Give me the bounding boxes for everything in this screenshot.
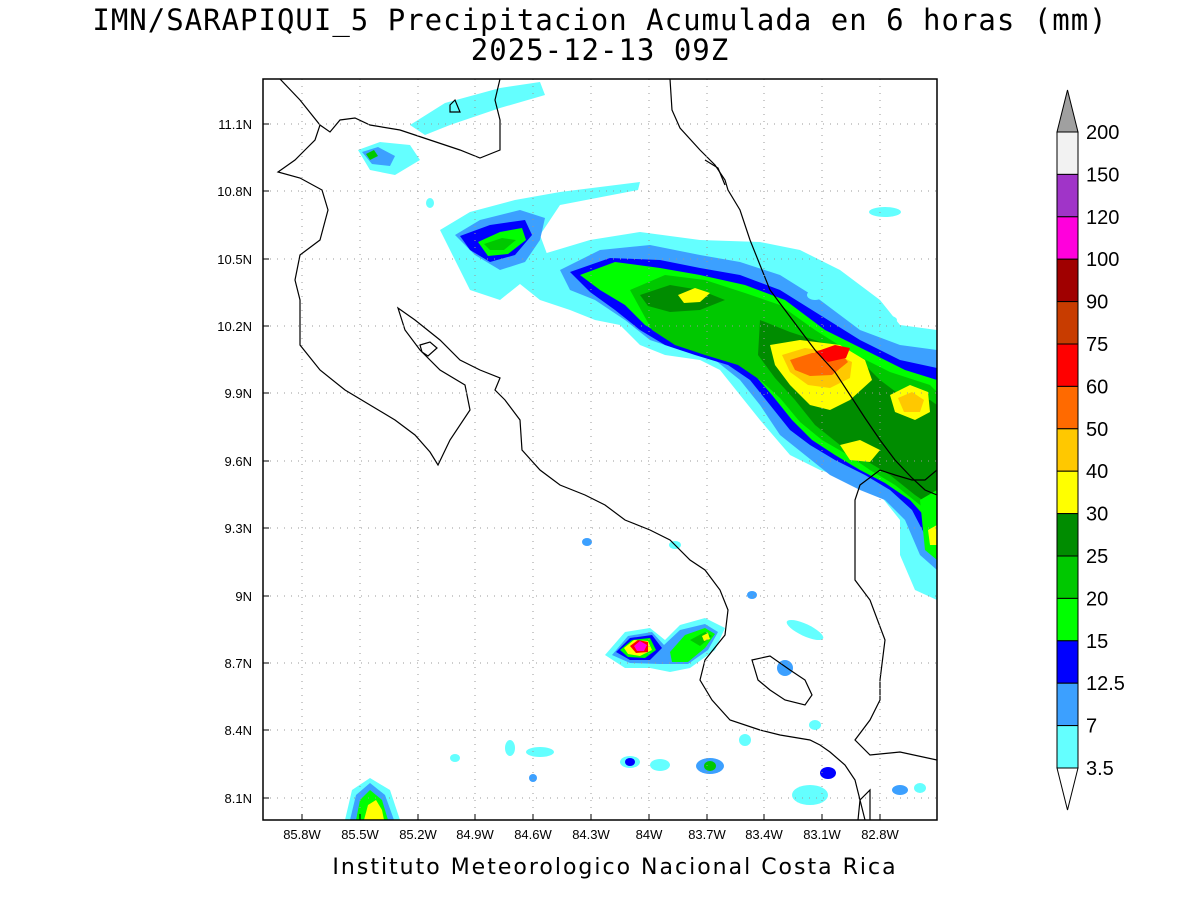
lat-label: 9.3N bbox=[225, 521, 252, 536]
lat-label: 11.1N bbox=[218, 117, 252, 132]
lat-label: 8.1N bbox=[225, 791, 252, 806]
lat-label: 10.8N bbox=[217, 184, 252, 199]
lon-label: 85.8W bbox=[283, 827, 321, 842]
colorbar: 200 150 120 100 90 75 60 50 40 30 25 20 15 12.5 7 3.5 bbox=[1056, 89, 1125, 811]
colorbar-swatch bbox=[1056, 301, 1079, 345]
lat-label: 9.6N bbox=[225, 454, 252, 469]
lat-label: 9N bbox=[235, 589, 252, 604]
lat-label: 9.9N bbox=[225, 386, 252, 401]
colorbar-max-arrow bbox=[1056, 89, 1079, 133]
colorbar-swatch bbox=[1056, 470, 1079, 515]
colorbar-swatch bbox=[1056, 131, 1079, 175]
map-grid bbox=[263, 79, 937, 820]
colorbar-label: 20 bbox=[1086, 588, 1108, 610]
lat-label: 10.5N bbox=[217, 252, 252, 267]
lon-label: 84W bbox=[636, 827, 663, 842]
colorbar-label: 100 bbox=[1086, 249, 1119, 271]
lon-label: 84.3W bbox=[572, 827, 610, 842]
colorbar-label: 90 bbox=[1086, 292, 1108, 314]
lat-label: 10.2N bbox=[217, 319, 252, 334]
colorbar-label: 7 bbox=[1086, 716, 1097, 738]
map-frame bbox=[262, 78, 938, 821]
longitude-labels: 85.8W 85.5W 85.2W 84.9W 84.6W 84.3W 84W … bbox=[283, 827, 899, 842]
map-title: IMN/SARAPIQUI_5 Precipitacion Acumulada … bbox=[92, 3, 1108, 37]
footer-credit: Instituto Meteorologico Nacional Costa R… bbox=[332, 855, 898, 880]
colorbar-swatch bbox=[1056, 682, 1079, 727]
colorbar-label: 150 bbox=[1086, 164, 1119, 186]
colorbar-swatch bbox=[1056, 428, 1079, 472]
colorbar-swatch bbox=[1056, 258, 1079, 303]
colorbar-label: 12.5 bbox=[1086, 673, 1125, 695]
lon-label: 84.9W bbox=[456, 827, 494, 842]
map-date: 2025-12-13 09Z bbox=[470, 33, 730, 67]
colorbar-label: 15 bbox=[1086, 631, 1108, 653]
colorbar-swatch bbox=[1056, 555, 1079, 599]
colorbar-label: 50 bbox=[1086, 419, 1108, 441]
precipitation-field bbox=[345, 82, 937, 820]
colorbar-swatch bbox=[1056, 343, 1079, 387]
lon-label: 82.8W bbox=[861, 827, 899, 842]
lon-label: 85.2W bbox=[399, 827, 437, 842]
colorbar-swatch bbox=[1056, 385, 1079, 430]
lon-label: 83.4W bbox=[745, 827, 783, 842]
lon-label: 85.5W bbox=[341, 827, 379, 842]
colorbar-swatch bbox=[1056, 513, 1079, 557]
lon-label: 83.1W bbox=[803, 827, 841, 842]
colorbar-swatch bbox=[1056, 173, 1079, 218]
lat-label: 8.4N bbox=[225, 723, 252, 738]
colorbar-label: 60 bbox=[1086, 376, 1108, 398]
axis-ticks bbox=[263, 123, 881, 820]
colorbar-label: 75 bbox=[1086, 334, 1108, 356]
coastline bbox=[276, 79, 937, 820]
lat-label: 8.7N bbox=[225, 656, 252, 671]
colorbar-min-arrow bbox=[1056, 767, 1079, 811]
colorbar-label: 30 bbox=[1086, 504, 1108, 526]
colorbar-swatch bbox=[1056, 725, 1079, 769]
colorbar-label: 25 bbox=[1086, 546, 1108, 568]
colorbar-label: 3.5 bbox=[1086, 758, 1114, 780]
colorbar-label: 120 bbox=[1086, 207, 1119, 229]
colorbar-swatch bbox=[1056, 216, 1079, 260]
lon-label: 84.6W bbox=[514, 827, 552, 842]
lon-label: 83.7W bbox=[688, 827, 726, 842]
colorbar-swatch bbox=[1056, 597, 1079, 642]
latitude-labels: 11.1N 10.8N 10.5N 10.2N 9.9N 9.6N 9.3N 9… bbox=[217, 117, 252, 806]
colorbar-swatch bbox=[1056, 640, 1079, 684]
colorbar-label: 40 bbox=[1086, 461, 1108, 483]
colorbar-label: 200 bbox=[1086, 122, 1119, 144]
